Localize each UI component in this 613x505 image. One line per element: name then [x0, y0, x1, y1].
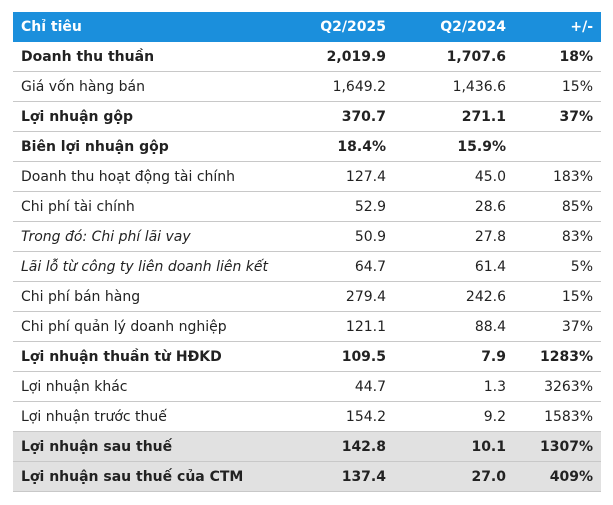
- row-change-value: 15%: [561, 289, 593, 305]
- row-label: Chi phí tài chính: [21, 199, 135, 215]
- financial-table: Chỉ tiêu Q2/2025 Q2/2024 +/- Doanh thu t…: [13, 12, 601, 492]
- row-q2-2025-value: 50.9: [354, 229, 386, 245]
- row-change-value: 183%: [552, 169, 593, 185]
- row-q2-2024-value: 1.3: [483, 379, 506, 395]
- row-label: Lợi nhuận thuần từ HĐKD: [21, 349, 222, 365]
- header-label: Chỉ tiêu: [21, 19, 82, 35]
- table-row: Trong đó: Chi phí lãi vay 50.9 27.8 83%: [13, 222, 601, 252]
- row-label: Doanh thu hoạt động tài chính: [21, 169, 236, 185]
- row-change-value: 3263%: [544, 379, 593, 395]
- header-q2-2024: Q2/2024: [440, 19, 506, 35]
- table-row: Lợi nhuận sau thuế của CTM 137.4 27.0 409%: [13, 462, 601, 492]
- row-change-value: 1307%: [540, 439, 593, 455]
- row-label: Lợi nhuận khác: [21, 379, 128, 395]
- row-q2-2025-value: 154.2: [345, 409, 386, 425]
- row-label: Biên lợi nhuận gộp: [21, 139, 169, 155]
- row-q2-2024-value: 242.6: [465, 289, 506, 305]
- row-q2-2025-value: 18.4%: [337, 139, 386, 155]
- row-q2-2025-value: 370.7: [341, 109, 386, 125]
- table-header: Chỉ tiêu Q2/2025 Q2/2024 +/-: [13, 12, 601, 42]
- row-q2-2024-value: 10.1: [471, 439, 506, 455]
- row-q2-2024-value: 7.9: [481, 349, 506, 365]
- header-q2-2025: Q2/2025: [320, 19, 386, 35]
- row-change-value: 83%: [561, 229, 593, 245]
- row-q2-2025-value: 109.5: [341, 349, 386, 365]
- row-label: Lợi nhuận sau thuế của CTM: [21, 469, 244, 485]
- table-row: Lợi nhuận sau thuế 142.8 10.1 1307%: [13, 432, 601, 462]
- row-q2-2024-value: 1,707.6: [446, 49, 506, 65]
- header-change: +/-: [570, 19, 593, 35]
- row-change-value: 5%: [570, 259, 593, 275]
- table-row: Giá vốn hàng bán 1,649.2 1,436.6 15%: [13, 72, 601, 102]
- row-q2-2024-value: 28.6: [474, 199, 506, 215]
- row-label: Chi phí quản lý doanh nghiệp: [21, 319, 227, 335]
- row-q2-2025-value: 1,649.2: [332, 79, 386, 95]
- row-q2-2025-value: 2,019.9: [326, 49, 386, 65]
- row-q2-2025-value: 142.8: [341, 439, 386, 455]
- table-row: Doanh thu hoạt động tài chính 127.4 45.0 18…: [13, 162, 601, 192]
- row-q2-2025-value: 121.1: [345, 319, 386, 335]
- row-q2-2024-value: 61.4: [474, 259, 506, 275]
- row-label: Giá vốn hàng bán: [21, 79, 145, 95]
- row-change-value: 409%: [549, 469, 593, 485]
- row-q2-2025-value: 64.7: [354, 259, 386, 275]
- row-change-value: 15%: [561, 79, 593, 95]
- row-q2-2024-value: 45.0: [474, 169, 506, 185]
- row-q2-2025-value: 44.7: [354, 379, 386, 395]
- row-change-value: 37%: [561, 319, 593, 335]
- row-q2-2024-value: 1,436.6: [452, 79, 506, 95]
- row-label: Lợi nhuận sau thuế: [21, 439, 173, 455]
- table-row: Lợi nhuận trước thuế 154.2 9.2 1583%: [13, 402, 601, 432]
- row-label: Doanh thu thuần: [21, 49, 155, 65]
- row-change-value: 85%: [561, 199, 593, 215]
- row-q2-2024-value: 15.9%: [457, 139, 506, 155]
- row-q2-2025-value: 279.4: [345, 289, 386, 305]
- row-q2-2024-value: 88.4: [474, 319, 506, 335]
- row-label: Trong đó: Chi phí lãi vay: [21, 229, 191, 245]
- row-q2-2024-value: 271.1: [461, 109, 506, 125]
- row-change-value: 1283%: [540, 349, 593, 365]
- table-row: Lợi nhuận gộp 370.7 271.1 37%: [13, 102, 601, 132]
- row-change-value: 37%: [559, 109, 593, 125]
- table-row: Chi phí tài chính 52.9 28.6 85%: [13, 192, 601, 222]
- table-row: Biên lợi nhuận gộp 18.4% 15.9%: [13, 132, 601, 162]
- row-change-value: 1583%: [544, 409, 593, 425]
- table-row: Lãi lỗ từ công ty liên doanh liên kết 64.…: [13, 252, 601, 282]
- row-q2-2025-value: 137.4: [341, 469, 386, 485]
- row-q2-2024-value: 9.2: [483, 409, 506, 425]
- row-label: Chi phí bán hàng: [21, 289, 141, 305]
- table-row: Chi phí quản lý doanh nghiệp 121.1 88.4 37%: [13, 312, 601, 342]
- row-q2-2024-value: 27.8: [474, 229, 506, 245]
- row-change-value: 18%: [559, 49, 593, 65]
- table-body: Doanh thu thuần 2,019.9 1,707.6 18% Giá vốn …: [13, 42, 601, 492]
- row-label: Lợi nhuận gộp: [21, 109, 134, 125]
- table-row: Lợi nhuận thuần từ HĐKD 109.5 7.9 1283%: [13, 342, 601, 372]
- table-row: Chi phí bán hàng 279.4 242.6 15%: [13, 282, 601, 312]
- row-label: Lãi lỗ từ công ty liên doanh liên kết: [21, 259, 269, 275]
- row-label: Lợi nhuận trước thuế: [21, 409, 167, 425]
- table-row: Lợi nhuận khác 44.7 1.3 3263%: [13, 372, 601, 402]
- row-q2-2024-value: 27.0: [471, 469, 506, 485]
- row-q2-2025-value: 127.4: [345, 169, 386, 185]
- table-row: Doanh thu thuần 2,019.9 1,707.6 18%: [13, 42, 601, 72]
- row-q2-2025-value: 52.9: [354, 199, 386, 215]
